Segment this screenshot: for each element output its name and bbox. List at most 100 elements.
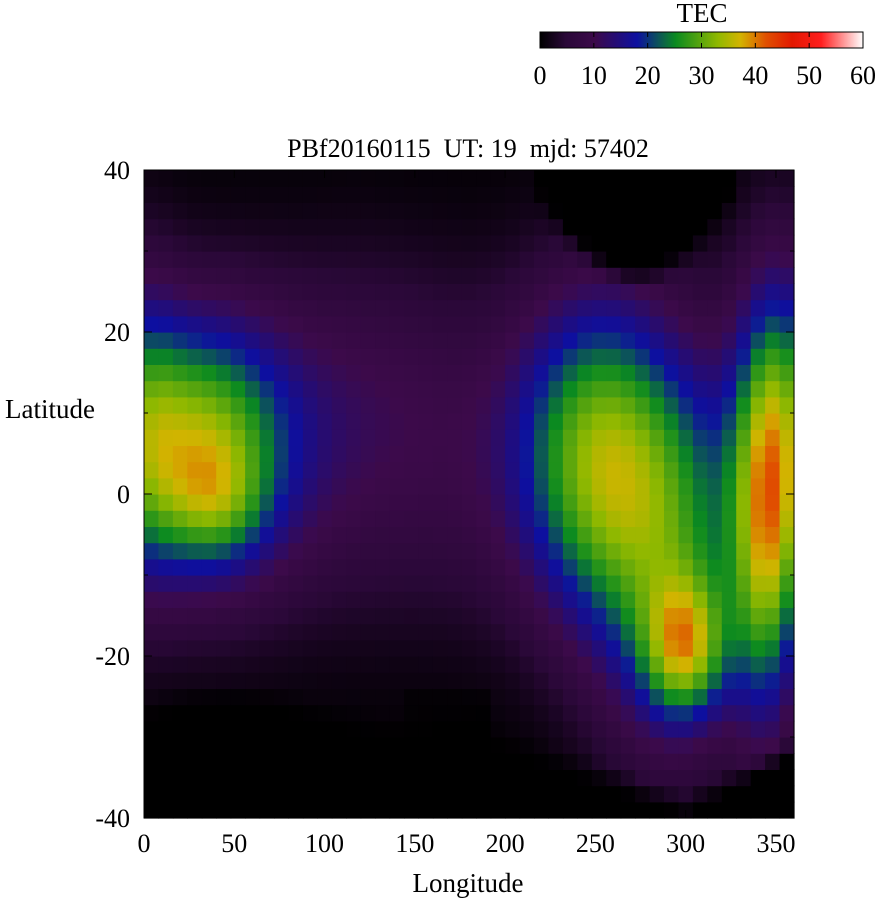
heatmap-cell	[649, 656, 665, 673]
heatmap-cell	[432, 348, 448, 365]
heatmap-cell	[360, 526, 376, 544]
heatmap-cell	[736, 591, 752, 608]
heatmap-cell	[765, 218, 781, 236]
heatmap-cell	[490, 591, 506, 608]
heatmap-cell	[259, 753, 275, 770]
heatmap-cell	[144, 510, 160, 527]
heatmap-cell	[346, 623, 362, 641]
heatmap-cell	[360, 445, 376, 463]
heatmap-cell	[158, 186, 174, 203]
heatmap-cell	[274, 623, 290, 641]
heatmap-cell	[331, 688, 347, 706]
heatmap-cell	[375, 591, 391, 608]
heatmap-cell	[158, 413, 174, 430]
heatmap-cell	[346, 445, 362, 463]
heatmap-cell	[201, 267, 217, 284]
heatmap-cell	[259, 494, 275, 511]
heatmap-cell	[404, 332, 420, 349]
heatmap-cell	[476, 510, 492, 527]
heatmap-cell	[447, 445, 463, 463]
heatmap-cell	[678, 477, 694, 495]
heatmap-cell	[230, 591, 246, 608]
heatmap-cell	[577, 332, 593, 349]
heatmap-cell	[346, 785, 362, 803]
heatmap-cell	[505, 801, 521, 819]
heatmap-cell	[779, 218, 795, 236]
heatmap-cell	[765, 332, 781, 349]
heatmap-cell	[144, 623, 160, 641]
heatmap-cell	[707, 607, 723, 625]
heatmap-cell	[389, 202, 405, 220]
heatmap-cell	[201, 332, 217, 349]
heatmap-cell	[707, 639, 723, 657]
heatmap-cell	[144, 494, 160, 511]
heatmap-cell	[216, 477, 232, 495]
heatmap-cell	[201, 639, 217, 657]
heatmap-cell	[230, 396, 246, 414]
heatmap-cell	[490, 461, 506, 479]
heatmap-cell	[432, 656, 448, 673]
heatmap-cell	[750, 575, 766, 592]
heatmap-cell	[288, 299, 304, 317]
heatmap-cell	[577, 510, 593, 527]
heatmap-cell	[490, 283, 506, 301]
heatmap-cell	[736, 251, 752, 268]
heatmap-cell	[245, 429, 261, 446]
heatmap-cell	[259, 429, 275, 446]
heatmap-cell	[548, 753, 564, 770]
y-axis-label: Latitude	[5, 394, 95, 424]
heatmap-cell	[779, 526, 795, 544]
heatmap-cell	[389, 251, 405, 268]
heatmap-cell	[447, 380, 463, 398]
heatmap-cell	[245, 299, 261, 317]
heatmap-cell	[562, 445, 578, 463]
heatmap-cell	[649, 348, 665, 365]
heatmap-cell	[678, 299, 694, 317]
heatmap-cell	[331, 656, 347, 673]
heatmap-cell	[172, 413, 188, 430]
heatmap-cell	[664, 380, 680, 398]
heatmap-cell	[562, 591, 578, 608]
heatmap-cell	[505, 315, 521, 333]
heatmap-cell	[649, 575, 665, 592]
heatmap-cell	[375, 720, 391, 738]
heatmap-cell	[331, 234, 347, 252]
heatmap-cell	[577, 380, 593, 398]
heatmap-cell	[736, 542, 752, 560]
heatmap-cell	[635, 267, 651, 284]
heatmap-cell	[432, 461, 448, 479]
heatmap-cell	[432, 267, 448, 284]
heatmap-cell	[432, 737, 448, 754]
heatmap-cell	[591, 251, 607, 268]
heatmap-cell	[534, 429, 550, 446]
heatmap-cell	[606, 526, 622, 544]
heatmap-cell	[577, 267, 593, 284]
heatmap-cell	[765, 461, 781, 479]
heatmap-cell	[274, 672, 290, 689]
heatmap-cell	[259, 591, 275, 608]
heatmap-cell	[548, 267, 564, 284]
heatmap-cell	[317, 348, 333, 365]
heatmap-cell	[302, 737, 318, 754]
heatmap-cell	[664, 639, 680, 657]
heatmap-cell	[230, 202, 246, 220]
heatmap-cell	[274, 186, 290, 203]
heatmap-cell	[649, 267, 665, 284]
heatmap-cell	[274, 396, 290, 414]
heatmap-cell	[779, 396, 795, 414]
heatmap-cell	[505, 332, 521, 349]
heatmap-cell	[606, 672, 622, 689]
heatmap-cell	[736, 704, 752, 722]
heatmap-cell	[216, 494, 232, 511]
heatmap-cell	[216, 656, 232, 673]
heatmap-cell	[577, 283, 593, 301]
heatmap-cell	[461, 494, 477, 511]
heatmap-cell	[721, 591, 737, 608]
heatmap-cell	[534, 591, 550, 608]
heatmap-cell	[534, 315, 550, 333]
heatmap-cell	[721, 672, 737, 689]
heatmap-cell	[779, 234, 795, 252]
heatmap-cell	[375, 753, 391, 770]
heatmap-cell	[418, 429, 434, 446]
heatmap-cell	[216, 591, 232, 608]
